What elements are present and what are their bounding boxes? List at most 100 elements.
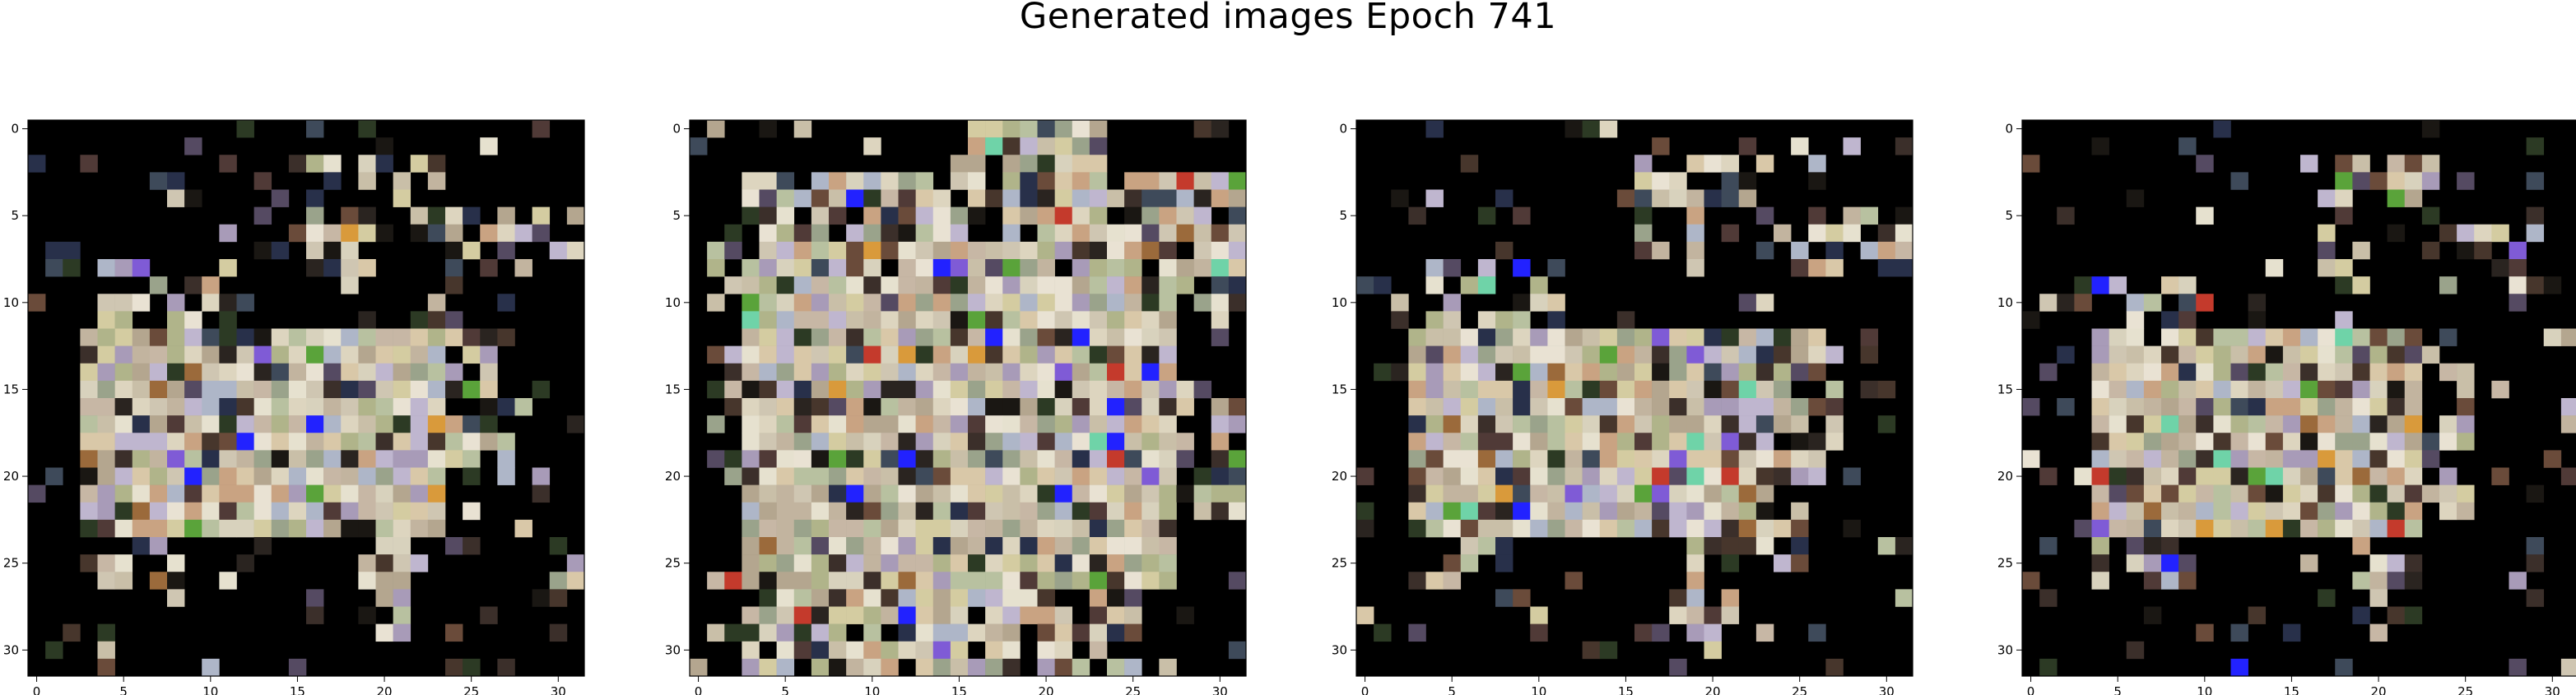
pixel bbox=[1211, 224, 1230, 243]
pixel bbox=[811, 450, 830, 468]
x-tick-label: 0 bbox=[1361, 684, 1369, 695]
pixel bbox=[968, 537, 986, 555]
pixel bbox=[149, 380, 168, 399]
pixel bbox=[1860, 328, 1879, 346]
pixel bbox=[1669, 606, 1687, 624]
pixel bbox=[323, 415, 342, 433]
pixel bbox=[1582, 433, 1601, 451]
pixel bbox=[358, 224, 376, 243]
pixel bbox=[1582, 519, 1601, 538]
pixel bbox=[2143, 554, 2162, 572]
pixel bbox=[2439, 484, 2457, 503]
pixel bbox=[742, 276, 760, 294]
pixel bbox=[932, 415, 951, 433]
pixel bbox=[1582, 502, 1601, 521]
pixel bbox=[306, 224, 324, 243]
pixel bbox=[742, 502, 760, 521]
pixel bbox=[898, 484, 916, 503]
pixel bbox=[1089, 641, 1108, 660]
pixel bbox=[410, 467, 429, 485]
y-tick-label: 30 bbox=[665, 642, 681, 657]
pixel bbox=[1124, 554, 1142, 572]
pixel bbox=[253, 537, 272, 555]
pixel bbox=[2230, 502, 2248, 521]
pixel bbox=[881, 572, 899, 590]
pixel bbox=[932, 467, 951, 485]
pixel bbox=[1193, 502, 1212, 521]
pixel bbox=[1460, 398, 1479, 416]
pixel bbox=[863, 606, 881, 624]
pixel bbox=[968, 363, 986, 382]
pixel bbox=[2161, 484, 2179, 503]
pixel bbox=[1460, 450, 1479, 468]
pixel bbox=[2352, 345, 2370, 364]
pixel bbox=[1599, 345, 1618, 364]
pixel bbox=[742, 363, 760, 382]
pixel bbox=[219, 467, 237, 485]
pixel bbox=[2387, 433, 2406, 451]
pixel bbox=[114, 554, 133, 572]
pixel bbox=[2248, 502, 2267, 521]
pixel bbox=[1686, 433, 1704, 451]
pixel bbox=[2091, 467, 2109, 485]
pixel bbox=[846, 519, 864, 538]
pixel bbox=[393, 537, 412, 555]
pixel bbox=[915, 537, 934, 555]
pixel bbox=[480, 137, 498, 155]
pixel bbox=[1582, 380, 1601, 399]
pixel bbox=[2161, 415, 2179, 433]
pixel bbox=[1530, 606, 1548, 624]
pixel bbox=[1495, 450, 1514, 468]
x-tick-label: 25 bbox=[1792, 684, 1807, 695]
pixel bbox=[1408, 398, 1426, 416]
pixel bbox=[1089, 311, 1108, 329]
pixel bbox=[932, 294, 951, 312]
pixel bbox=[2335, 415, 2353, 433]
pixel bbox=[1686, 155, 1704, 173]
pixel bbox=[2126, 415, 2145, 433]
pixel bbox=[1107, 467, 1125, 485]
pixel bbox=[1054, 572, 1073, 590]
pixel bbox=[1425, 484, 1444, 503]
pixel bbox=[1054, 120, 1073, 138]
pixel bbox=[2300, 519, 2318, 538]
pixel bbox=[1176, 206, 1194, 225]
pixel bbox=[1159, 172, 1177, 190]
pixel bbox=[1774, 467, 1792, 485]
pixel bbox=[427, 172, 446, 190]
pixel bbox=[2091, 328, 2109, 346]
pixel bbox=[985, 345, 1003, 364]
pixel bbox=[2457, 398, 2475, 416]
pixel bbox=[968, 554, 986, 572]
pixel bbox=[63, 241, 81, 260]
pixel bbox=[793, 120, 812, 138]
pixel bbox=[1002, 363, 1021, 382]
pixel bbox=[2300, 415, 2318, 433]
pixel bbox=[1477, 363, 1496, 382]
pixel bbox=[2560, 328, 2576, 346]
pixel bbox=[2282, 363, 2301, 382]
pixel bbox=[202, 658, 220, 677]
pixel bbox=[393, 623, 412, 642]
pixel bbox=[271, 467, 290, 485]
pixel bbox=[1495, 241, 1514, 260]
pixel bbox=[1020, 276, 1038, 294]
pixel bbox=[2109, 415, 2127, 433]
pixel bbox=[1755, 380, 1774, 399]
pixel bbox=[149, 363, 168, 382]
pixel bbox=[2178, 433, 2197, 451]
pixel bbox=[1054, 155, 1073, 173]
pixel bbox=[1652, 502, 1670, 521]
pixel bbox=[968, 450, 986, 468]
pixel bbox=[1738, 519, 1757, 538]
pixel bbox=[219, 484, 237, 503]
pixel bbox=[1228, 415, 1247, 433]
pixel bbox=[2126, 484, 2145, 503]
pixel bbox=[1142, 380, 1160, 399]
pixel bbox=[219, 450, 237, 468]
pixel bbox=[863, 224, 881, 243]
pixel bbox=[1477, 206, 1496, 225]
pixel bbox=[742, 380, 760, 399]
pixel bbox=[1738, 380, 1757, 399]
pixel bbox=[1002, 589, 1021, 607]
